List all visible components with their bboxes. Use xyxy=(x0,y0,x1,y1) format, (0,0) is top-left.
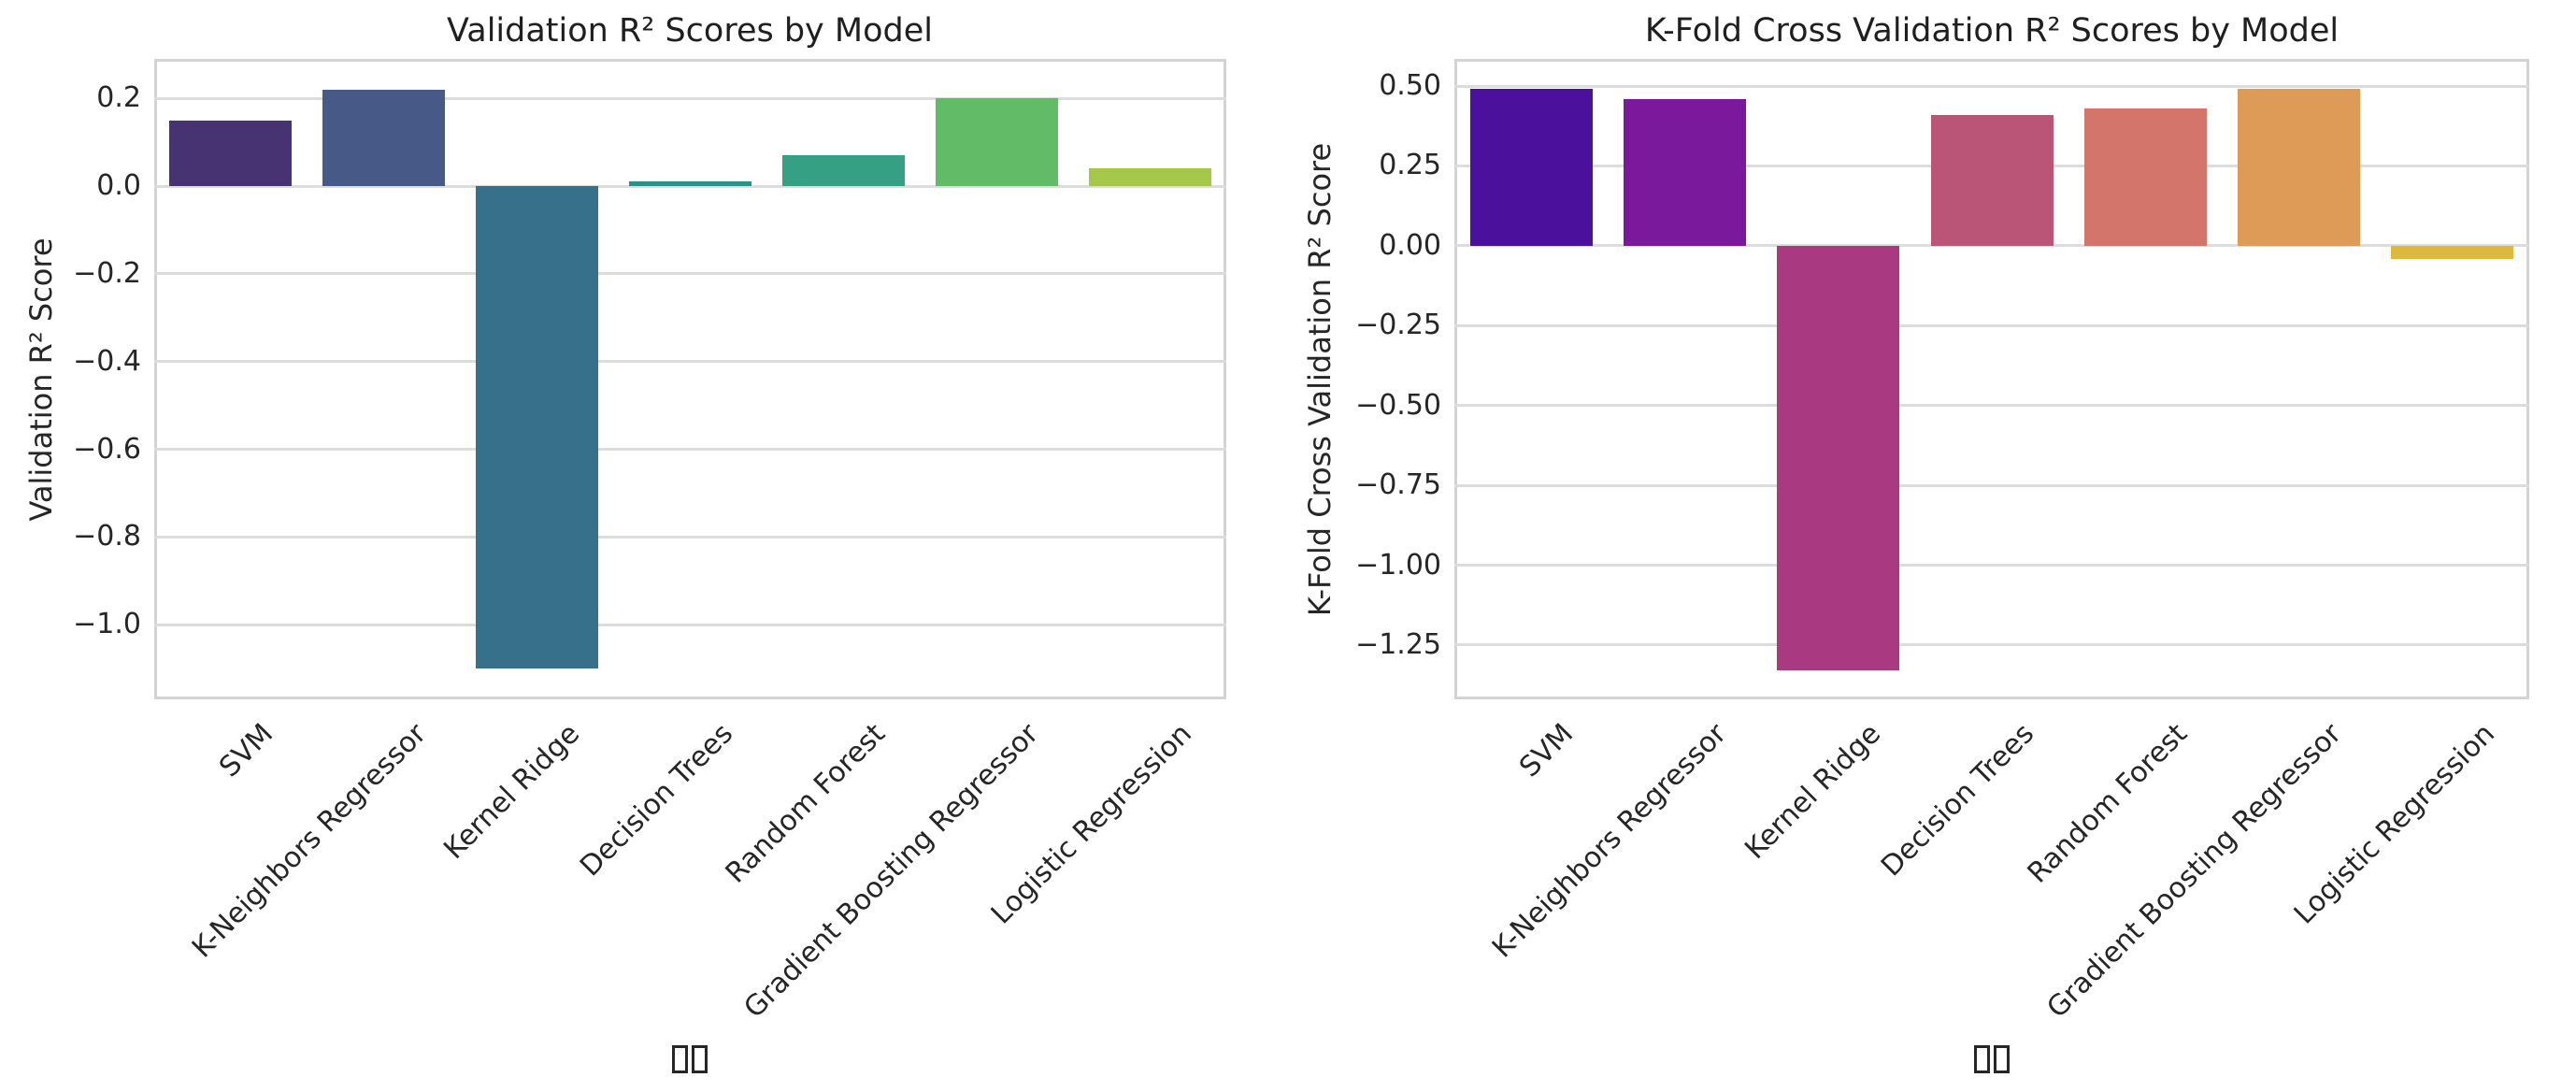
x-tick-label: Kernel Ridge xyxy=(436,717,586,867)
x-axis-label-missing-glyphs xyxy=(672,1045,708,1073)
x-tick-label: Decision Trees xyxy=(573,717,739,884)
missing-glyph-box xyxy=(1974,1045,1990,1073)
y-tick-label: −0.50 xyxy=(1355,388,1441,422)
y-axis-label-kfold: K-Fold Cross Validation R² Score xyxy=(1302,142,1338,617)
x-tick-label: Gradient Boosting Regressor xyxy=(2039,717,2348,1025)
y-tick-label: −1.00 xyxy=(1355,548,1441,582)
y-tick-label: 0.2 xyxy=(96,81,141,115)
gridline xyxy=(1454,643,2529,647)
gridline xyxy=(1454,84,2529,88)
chart-title-validation: Validation R² Scores by Model xyxy=(447,12,933,50)
bar-logistic-regression xyxy=(2391,245,2514,259)
y-tick-label: 0.25 xyxy=(1379,149,1441,182)
x-tick-label: Logistic Regression xyxy=(2287,717,2501,931)
bar-gradient-boosting-regressor xyxy=(935,98,1058,187)
y-tick-label: 0.50 xyxy=(1379,69,1441,103)
bar-svm xyxy=(169,120,293,187)
gridline xyxy=(154,623,1226,626)
bar-decision-trees xyxy=(629,181,751,187)
chart-title-kfold: K-Fold Cross Validation R² Scores by Mod… xyxy=(1644,12,2340,50)
gridline xyxy=(154,360,1226,364)
y-tick-label: −1.0 xyxy=(73,608,141,641)
bar-k-neighbors-regressor xyxy=(322,89,446,187)
gridline xyxy=(154,272,1226,276)
gridline xyxy=(1454,483,2529,487)
x-tick-label: SVM xyxy=(1513,717,1581,784)
y-tick-label: −0.4 xyxy=(73,344,141,378)
bar-kernel-ridge xyxy=(476,186,599,669)
bar-random-forest xyxy=(2083,108,2207,246)
y-tick-label: 0.0 xyxy=(96,169,141,203)
y-tick-label: −0.6 xyxy=(73,432,141,466)
axes-validation xyxy=(154,59,1226,699)
y-tick-label: −0.25 xyxy=(1355,309,1441,342)
gridline xyxy=(154,535,1226,539)
missing-glyph-box xyxy=(1994,1045,2010,1073)
x-tick-label: Decision Trees xyxy=(1874,717,2041,884)
y-tick-label: −0.2 xyxy=(73,256,141,290)
bar-random-forest xyxy=(781,155,905,187)
x-tick-label: Random Forest xyxy=(719,717,893,890)
x-tick-label: K-Neighbors Regressor xyxy=(1486,717,1734,965)
y-tick-label: −1.25 xyxy=(1355,627,1441,661)
y-tick-label: −0.8 xyxy=(73,520,141,553)
missing-glyph-box xyxy=(692,1045,708,1073)
bar-k-neighbors-regressor xyxy=(1623,98,1746,246)
bar-gradient-boosting-regressor xyxy=(2238,89,2361,246)
gridline xyxy=(1454,244,2529,248)
x-tick-label: Gradient Boosting Regressor xyxy=(737,717,1046,1025)
x-tick-label: Logistic Regression xyxy=(984,717,1199,931)
bar-kernel-ridge xyxy=(1777,245,1900,671)
bar-svm xyxy=(1469,89,1593,246)
y-tick-label: −0.75 xyxy=(1355,468,1441,502)
gridline xyxy=(154,448,1226,452)
missing-glyph-box xyxy=(672,1045,688,1073)
x-tick-label: Random Forest xyxy=(2021,717,2195,890)
bar-decision-trees xyxy=(1930,114,2054,246)
gridline xyxy=(154,184,1226,188)
x-axis-label-missing-glyphs xyxy=(1974,1045,2010,1073)
y-tick-label: 0.00 xyxy=(1379,228,1441,262)
gridline xyxy=(1454,564,2529,567)
gridline xyxy=(154,96,1226,100)
gridline xyxy=(1454,404,2529,408)
bar-logistic-regression xyxy=(1088,168,1211,187)
x-tick-label: Kernel Ridge xyxy=(1738,717,1887,867)
gridline xyxy=(1454,323,2529,327)
